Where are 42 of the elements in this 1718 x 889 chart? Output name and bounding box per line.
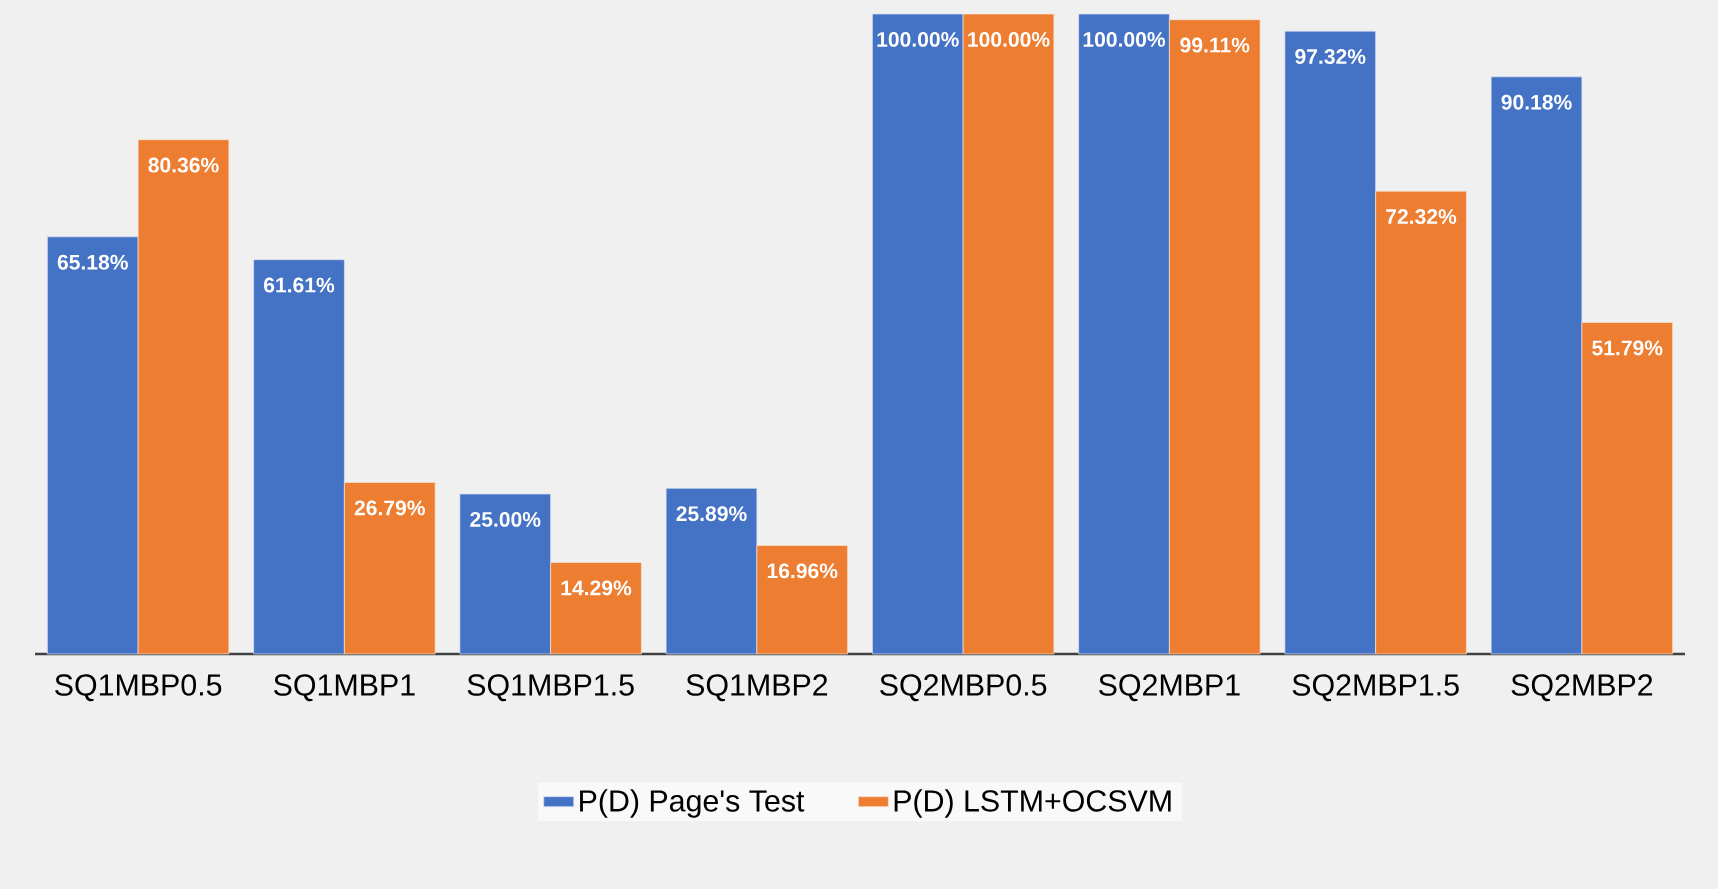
bar: [962, 13, 1055, 655]
data-label: 61.61%: [264, 277, 335, 293]
data-label: 25.89%: [676, 506, 747, 522]
data-label: 14.29%: [561, 580, 632, 596]
x-tick-label: SQ2MBP1.5: [1292, 674, 1459, 702]
data-label: 72.32%: [1386, 209, 1457, 225]
data-label: 80.36%: [148, 157, 219, 173]
data-label: 51.79%: [1592, 340, 1663, 356]
data-label: 100.00%: [877, 31, 959, 47]
bar: [872, 13, 964, 655]
data-label: 100.00%: [1083, 31, 1166, 47]
x-tick-label: SQ1MBP2: [686, 674, 828, 702]
x-tick-label: SQ2MBP2: [1511, 674, 1653, 702]
bar: [1581, 322, 1673, 655]
data-label: 97.32%: [1295, 49, 1366, 65]
bar: [47, 236, 139, 655]
x-tick-label: SQ1MBP1.5: [467, 674, 634, 702]
bar: [665, 487, 758, 655]
data-label: 26.79%: [354, 500, 425, 516]
bar: [550, 562, 642, 655]
bar: [1284, 30, 1376, 655]
data-label: 90.18%: [1501, 94, 1572, 110]
bar: [137, 139, 230, 655]
legend-label: P(D) LSTM+OCSVM: [894, 789, 1171, 818]
bar: [1169, 19, 1261, 655]
x-tick-label: SQ1MBP0.5: [55, 674, 222, 702]
x-tick-label: SQ2MBP0.5: [880, 674, 1047, 702]
legend-label: P(D) Page's Test: [580, 789, 805, 818]
bar: [344, 482, 436, 655]
data-label: 100.00%: [968, 31, 1050, 47]
bar: [1078, 13, 1170, 655]
data-label: 99.11%: [1180, 37, 1250, 53]
data-label: 25.00%: [470, 511, 541, 527]
bar: [756, 545, 848, 655]
bar: [1375, 190, 1467, 655]
x-tick-label: SQ2MBP1: [1099, 674, 1240, 702]
bar: [459, 493, 551, 655]
bar: [253, 259, 345, 655]
data-label: 16.96%: [767, 563, 838, 579]
data-label: 65.18%: [57, 254, 128, 270]
bar: [1490, 76, 1583, 655]
x-tick-label: SQ1MBP1: [274, 674, 415, 702]
